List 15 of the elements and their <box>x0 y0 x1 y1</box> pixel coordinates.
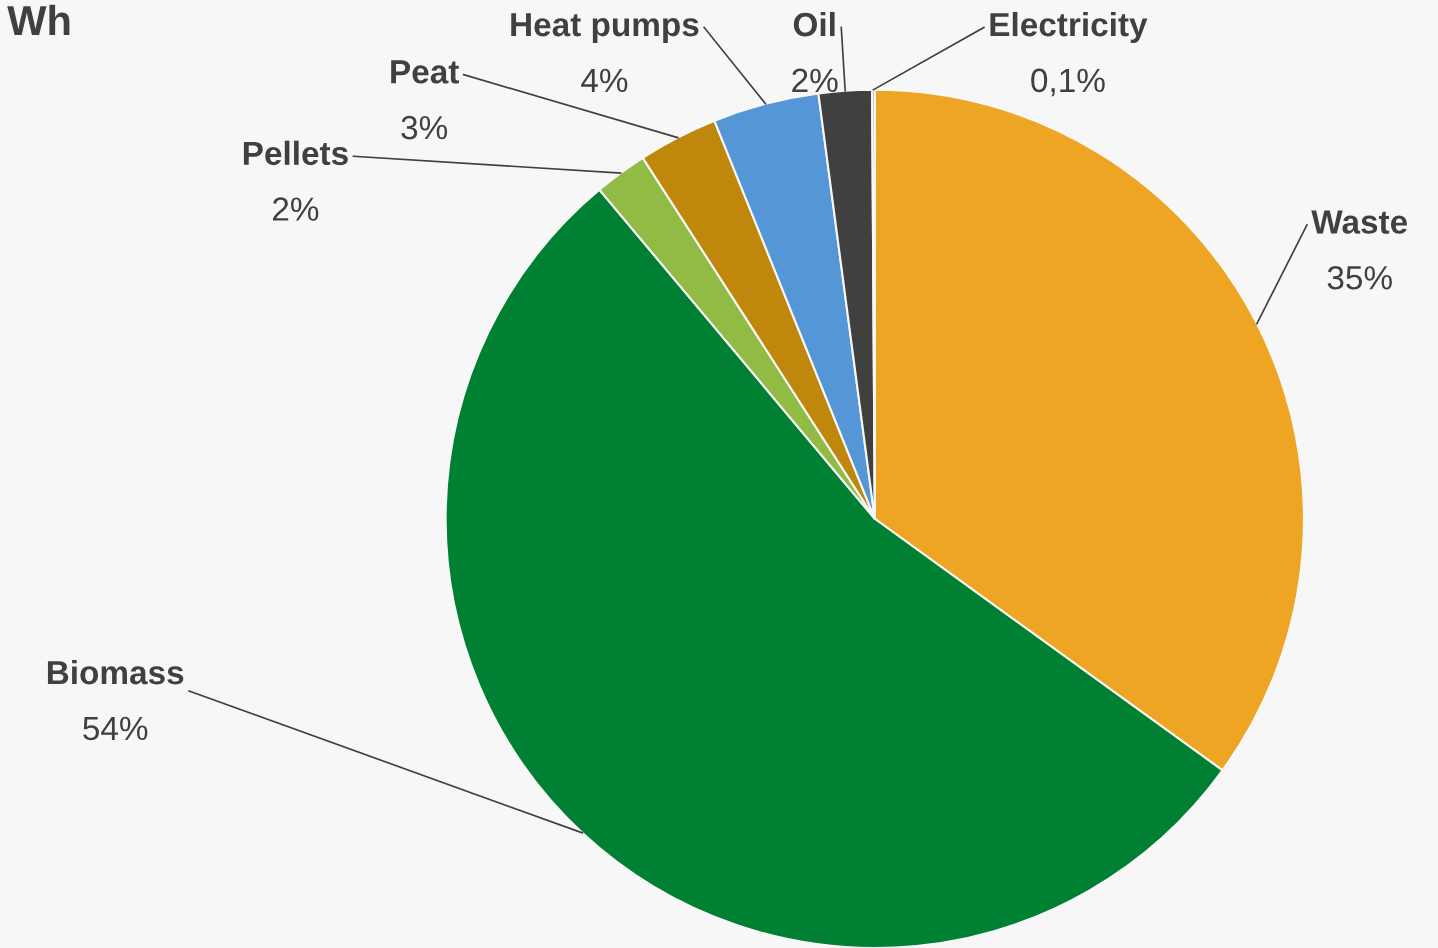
data-label: 35% <box>1327 266 1392 290</box>
slice-label: Oil <box>793 11 835 37</box>
slice-label: Waste <box>1311 210 1408 234</box>
slice-label: Biomass <box>47 659 184 685</box>
data-label: 54% <box>83 716 148 741</box>
data-label: 4% <box>581 68 628 93</box>
slice-label: Electricity <box>990 11 1148 43</box>
data-label: 2% <box>792 68 838 93</box>
data-label: 3% <box>401 115 448 140</box>
data-label: 0,1% <box>1031 68 1105 97</box>
slice-label: Heat pumps <box>511 13 699 43</box>
slice-label: Pellets <box>243 140 348 166</box>
data-label: 2% <box>273 197 319 221</box>
slice-label: Peat <box>391 60 459 84</box>
chart-title: Wh <box>7 4 70 35</box>
